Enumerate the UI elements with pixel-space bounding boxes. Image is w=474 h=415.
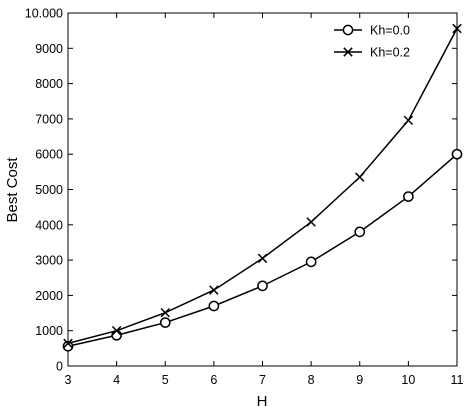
- x-axis-title: H: [257, 393, 268, 410]
- data-point-kh-0-2: [306, 217, 316, 227]
- legend-label: Kh=0.2: [370, 46, 410, 60]
- data-point-kh-0-0: [159, 317, 171, 328]
- data-point-kh-0-0: [208, 300, 220, 312]
- y-tick-label: 10.000: [25, 7, 63, 21]
- x-tick-label: 4: [113, 373, 120, 387]
- x-marker-stroke: [343, 47, 353, 57]
- y-tick-label: 5000: [35, 183, 63, 197]
- y-tick-label: 6000: [35, 148, 63, 162]
- plot-area: [67, 12, 458, 367]
- x-marker-stroke: [209, 285, 219, 295]
- x-tick-label: 3: [65, 373, 72, 387]
- series-layer: [62, 23, 463, 352]
- data-point-kh-0-0: [403, 191, 414, 202]
- data-point-kh-0-2: [403, 115, 414, 126]
- x-marker-stroke: [111, 325, 122, 336]
- x-tick-label: 9: [356, 373, 363, 387]
- x-tick-label: 5: [162, 373, 169, 387]
- x-axis-ticks: 3 4 5 6 7 8 9 10 11: [65, 13, 464, 387]
- x-marker-stroke: [452, 23, 462, 34]
- y-tick-label: 2000: [35, 289, 63, 303]
- x-tick-label: 11: [451, 373, 464, 387]
- y-tick-label: 3000: [35, 254, 63, 268]
- data-point-kh-0-2: [63, 338, 73, 349]
- data-point-kh-0-2: [160, 307, 170, 318]
- y-tick-label: 1000: [35, 324, 63, 338]
- y-tick-label: 8000: [35, 77, 63, 91]
- data-point-kh-0-0: [451, 148, 463, 160]
- legend: Kh=0.0 Kh=0.2: [334, 24, 410, 60]
- y-tick-label: 9000: [35, 42, 63, 56]
- data-point-kh-0-0: [257, 280, 268, 292]
- data-point-kh-0-0: [305, 256, 317, 268]
- data-point-kh-0-2: [452, 23, 462, 34]
- data-point-kh-0-2: [355, 172, 365, 182]
- x-tick-label: 10: [401, 373, 415, 387]
- x-marker-stroke: [63, 338, 73, 349]
- y-tick-label: 4000: [35, 218, 63, 232]
- y-tick-label: 7000: [35, 112, 63, 126]
- y-axis-ticks: 0 1000 2000 3000 4000 5000 6000 7000 8000 9000 10.…: [25, 7, 457, 374]
- legend-marker: [343, 47, 353, 57]
- x-marker-stroke: [306, 217, 316, 227]
- x-tick-label: 8: [308, 373, 315, 387]
- data-point-kh-0-2: [209, 285, 219, 295]
- x-marker-stroke: [355, 172, 365, 182]
- y-tick-label: 0: [56, 360, 63, 374]
- legend-marker: [342, 24, 354, 36]
- x-tick-label: 6: [210, 373, 217, 387]
- legend-label: Kh=0.0: [370, 24, 410, 38]
- data-point-kh-0-0: [62, 340, 74, 352]
- x-marker-stroke: [257, 253, 268, 264]
- data-point-kh-0-2: [257, 253, 268, 264]
- x-marker-stroke: [160, 307, 170, 318]
- x-tick-label: 7: [259, 373, 266, 387]
- y-axis-title: Best Cost: [4, 157, 21, 223]
- data-point-kh-0-0: [354, 226, 366, 238]
- x-marker-stroke: [403, 115, 414, 126]
- data-point-kh-0-2: [111, 325, 122, 336]
